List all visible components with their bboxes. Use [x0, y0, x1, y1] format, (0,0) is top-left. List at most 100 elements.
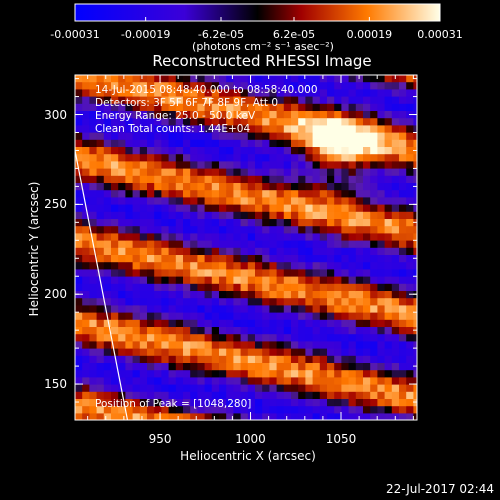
heatmap-cell [384, 168, 393, 177]
heatmap-cell [240, 190, 249, 198]
heatmap-cell [103, 226, 112, 234]
heatmap-cell [262, 204, 270, 213]
heatmap-cell [298, 103, 306, 112]
heatmap-cell [276, 96, 285, 105]
heatmap-cell [269, 82, 277, 90]
heatmap-cell [348, 168, 357, 177]
heatmap-cell [348, 211, 357, 220]
heatmap-cell [96, 204, 105, 213]
heatmap-cell [132, 370, 141, 378]
heatmap-cell [298, 197, 306, 205]
heatmap-cell [327, 111, 335, 119]
heatmap-cell [190, 298, 198, 306]
heatmap-cell [355, 147, 364, 155]
heatmap-cell [384, 291, 393, 299]
heatmap-cell [319, 103, 328, 112]
heatmap-cell [305, 298, 313, 306]
heatmap-cell [204, 377, 213, 385]
heatmap-cell [96, 147, 105, 155]
heatmap-cell [384, 240, 393, 249]
heatmap-cell [211, 226, 220, 234]
heatmap-cell [255, 298, 263, 306]
heatmap-cell [118, 363, 126, 371]
heatmap-cell [255, 132, 263, 141]
heatmap-cell [341, 276, 349, 285]
heatmap-cell [233, 341, 241, 349]
heatmap-cell [269, 96, 277, 105]
heatmap-cell [348, 262, 357, 270]
heatmap-cell [370, 291, 378, 299]
heatmap-cell [154, 219, 162, 227]
heatmap-cell [370, 168, 378, 177]
heatmap-cell [312, 305, 321, 313]
heatmap-cell [262, 240, 270, 249]
heatmap-cell [334, 118, 342, 126]
heatmap-cell [262, 183, 270, 191]
heatmap-cell [348, 226, 357, 234]
heatmap-cell [255, 118, 263, 126]
heatmap-cell [355, 154, 364, 162]
heatmap-cell [82, 298, 90, 306]
heatmap-cell [363, 348, 371, 357]
heatmap-cell [132, 154, 141, 162]
heatmap-cell [233, 384, 241, 393]
heatmap-cell [168, 204, 177, 213]
heatmap-cell [82, 276, 90, 285]
heatmap-cell [355, 132, 364, 141]
heatmap-cell [89, 183, 97, 191]
heatmap-cell [190, 377, 198, 385]
heatmap-cell [334, 327, 342, 335]
heatmap-cell [319, 175, 328, 184]
heatmap-cell [233, 82, 241, 90]
heatmap-cell [139, 363, 148, 371]
heatmap-cell [276, 319, 285, 328]
heatmap-cell [384, 147, 393, 155]
heatmap-cell [341, 406, 349, 414]
heatmap-cell [204, 132, 213, 141]
heatmap-cell [319, 247, 328, 256]
heatmap-cell [319, 190, 328, 198]
heatmap-cell [298, 168, 306, 177]
heatmap-cell [175, 327, 184, 335]
heatmap-cell [168, 399, 177, 407]
heatmap-cell [283, 312, 292, 321]
heatmap-cell [334, 204, 342, 213]
heatmap-cell [125, 219, 133, 227]
heatmap-cell [413, 319, 417, 328]
heatmap-cell [391, 183, 400, 191]
heatmap-cell [139, 132, 148, 141]
heatmap-cell [255, 240, 263, 249]
heatmap-cell [168, 276, 177, 285]
heatmap-cell [370, 399, 378, 407]
heatmap-cell [226, 154, 234, 162]
heatmap-cell [175, 348, 184, 357]
heatmap-cell [240, 355, 249, 364]
heatmap-cell [406, 233, 414, 241]
heatmap-cell [269, 219, 277, 227]
heatmap-cell [125, 334, 133, 342]
heatmap-cell [190, 384, 198, 393]
heatmap-cell [103, 305, 112, 313]
heatmap-cell [125, 305, 133, 313]
heatmap-cell [298, 384, 306, 393]
heatmap-cell [312, 125, 321, 133]
heatmap-cell [233, 370, 241, 378]
heatmap-cell [391, 262, 400, 270]
heatmap-cell [406, 204, 414, 213]
heatmap-cell [391, 190, 400, 198]
heatmap-cell [341, 298, 349, 306]
heatmap-cell [197, 82, 205, 90]
solar-limb-line [75, 150, 129, 420]
heatmap-cell [255, 89, 263, 97]
heatmap-cell [363, 276, 371, 285]
heatmap-cell [197, 147, 205, 155]
heatmap-cell [283, 89, 292, 97]
heatmap-cell [75, 355, 83, 364]
heatmap-cell [391, 348, 400, 357]
heatmap-cell [255, 82, 263, 90]
heatmap-cell [334, 190, 342, 198]
heatmap-cell [168, 377, 177, 385]
heatmap-cell [168, 118, 177, 126]
heatmap-cell [327, 305, 335, 313]
heatmap-cell [399, 327, 407, 335]
